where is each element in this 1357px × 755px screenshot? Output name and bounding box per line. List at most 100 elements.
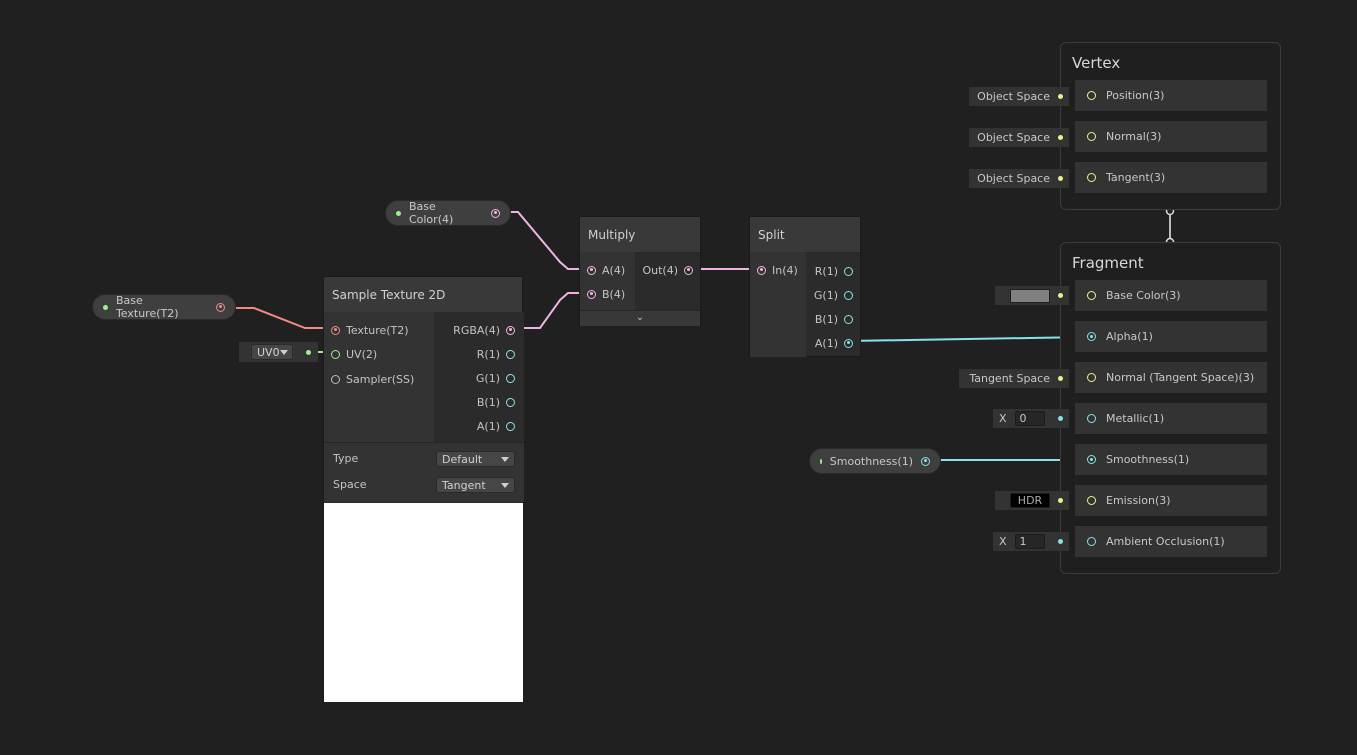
uv-default-input: UV0 [239,342,318,362]
slot-tangent[interactable]: Tangent(3) [1075,162,1267,193]
slot-normal-ts[interactable]: Normal (Tangent Space)(3) [1075,362,1267,393]
split-node[interactable]: Split In(4) R(1) G(1) B(1) A(1) [749,216,861,357]
normal-ts-default[interactable]: Tangent Space [959,369,1069,388]
port-label: B(1) [814,312,838,326]
output-r[interactable]: R(1) [815,264,853,278]
input-port[interactable] [331,349,340,359]
input-port[interactable] [331,374,340,384]
inputs-column [324,312,434,442]
output-b[interactable]: B(1) [477,395,515,409]
output-a[interactable]: A(1) [477,419,515,433]
port-label: A(4) [602,263,626,277]
slot-metallic[interactable]: Metallic(1) [1075,403,1267,434]
input-port[interactable] [1087,291,1096,300]
input-port[interactable] [757,265,766,275]
emission-default[interactable]: HDR [995,491,1069,510]
port-label: RGBA(4) [453,323,500,337]
input-in[interactable]: In(4) [757,263,798,277]
input-port[interactable] [1087,132,1096,141]
input-port[interactable] [1087,91,1096,100]
port-label: In(4) [772,263,798,277]
slot-ambient-occlusion[interactable]: Ambient Occlusion(1) [1075,526,1267,557]
input-b[interactable]: B(4) [587,287,625,301]
slot-label: Base Color(3) [1106,289,1181,302]
output-port[interactable] [506,421,515,431]
slot-position[interactable]: Position(3) [1075,80,1267,111]
slot-emission[interactable]: Emission(3) [1075,485,1267,516]
output-b[interactable]: B(1) [815,312,853,326]
input-port[interactable] [1087,173,1096,182]
base-color-default[interactable] [995,286,1069,305]
tangent-default[interactable]: Object Space [969,169,1069,188]
output-port[interactable] [491,208,500,218]
output-port[interactable] [506,325,515,335]
output-port[interactable] [844,338,853,348]
slot-label: Emission(3) [1106,494,1171,507]
slot-alpha[interactable]: Alpha(1) [1075,321,1267,352]
input-texture[interactable]: Texture(T2) [331,323,409,337]
sample-texture-2d-node[interactable]: Sample Texture 2D Texture(T2) UV(2) Samp… [323,276,524,702]
output-rgba[interactable]: RGBA(4) [453,323,515,337]
hdr-color-field[interactable]: HDR [1010,493,1050,508]
output-port[interactable] [216,302,225,312]
output-port[interactable] [684,265,693,275]
input-port[interactable] [1087,496,1096,505]
connector-dot-icon [1058,539,1063,544]
output-g[interactable]: G(1) [476,371,515,385]
dropdown-arrow-icon [501,456,509,462]
slot-label: Metallic(1) [1106,412,1165,425]
output-port[interactable] [844,290,853,300]
input-a[interactable]: A(4) [587,263,625,277]
output-g[interactable]: G(1) [814,288,853,302]
output-r[interactable]: R(1) [477,347,515,361]
ao-value-field[interactable]: 1 [1014,534,1045,549]
input-port[interactable] [1087,537,1096,546]
input-uv[interactable]: UV(2) [331,347,377,361]
base-color-property[interactable]: Base Color(4) [385,200,511,226]
uv-channel-dropdown[interactable]: UV0 [251,344,293,360]
uv-value: UV0 [257,345,280,359]
space-dropdown[interactable]: Tangent [436,477,515,493]
color-swatch[interactable] [1010,288,1050,303]
port-label: R(1) [814,264,838,278]
output-a[interactable]: A(1) [815,336,853,350]
output-port[interactable] [844,266,853,276]
output-port[interactable] [921,456,930,466]
output-out[interactable]: Out(4) [642,263,693,277]
position-default[interactable]: Object Space [969,87,1069,106]
port-label: B(4) [602,287,626,301]
normal-default[interactable]: Object Space [969,128,1069,147]
input-port[interactable] [1087,455,1096,464]
slot-label: Position(3) [1106,89,1165,102]
connector-dot-icon [1058,498,1063,503]
input-port[interactable] [1087,332,1096,341]
inputs-column [580,252,635,310]
default-value: Object Space [977,131,1050,144]
base-texture-property[interactable]: Base Texture(T2) [92,294,236,320]
input-port[interactable] [331,325,340,335]
slot-smoothness[interactable]: Smoothness(1) [1075,444,1267,475]
expand-preview-button[interactable]: ⌄ [580,310,700,326]
input-sampler[interactable]: Sampler(SS) [331,372,414,386]
metallic-value-field[interactable]: 0 [1014,411,1045,426]
dropdown-arrow-icon [501,482,509,488]
context-title: Fragment [1072,254,1144,272]
wire-alpha [848,336,1088,342]
output-port[interactable] [506,373,515,383]
input-port[interactable] [1087,414,1096,423]
output-port[interactable] [844,314,853,324]
type-dropdown[interactable]: Default [436,451,515,467]
output-port[interactable] [506,349,515,359]
input-port[interactable] [587,289,596,299]
multiply-node[interactable]: Multiply A(4) B(4) Out(4) ⌄ [579,216,701,326]
property-label: Base Color(4) [408,200,454,226]
output-port[interactable] [506,397,515,407]
slot-normal[interactable]: Normal(3) [1075,121,1267,152]
smoothness-property[interactable]: Smoothness(1) [809,448,941,474]
slot-label: Smoothness(1) [1106,453,1190,466]
input-port[interactable] [587,265,596,275]
slot-base-color[interactable]: Base Color(3) [1075,280,1267,311]
input-port[interactable] [1087,373,1096,382]
